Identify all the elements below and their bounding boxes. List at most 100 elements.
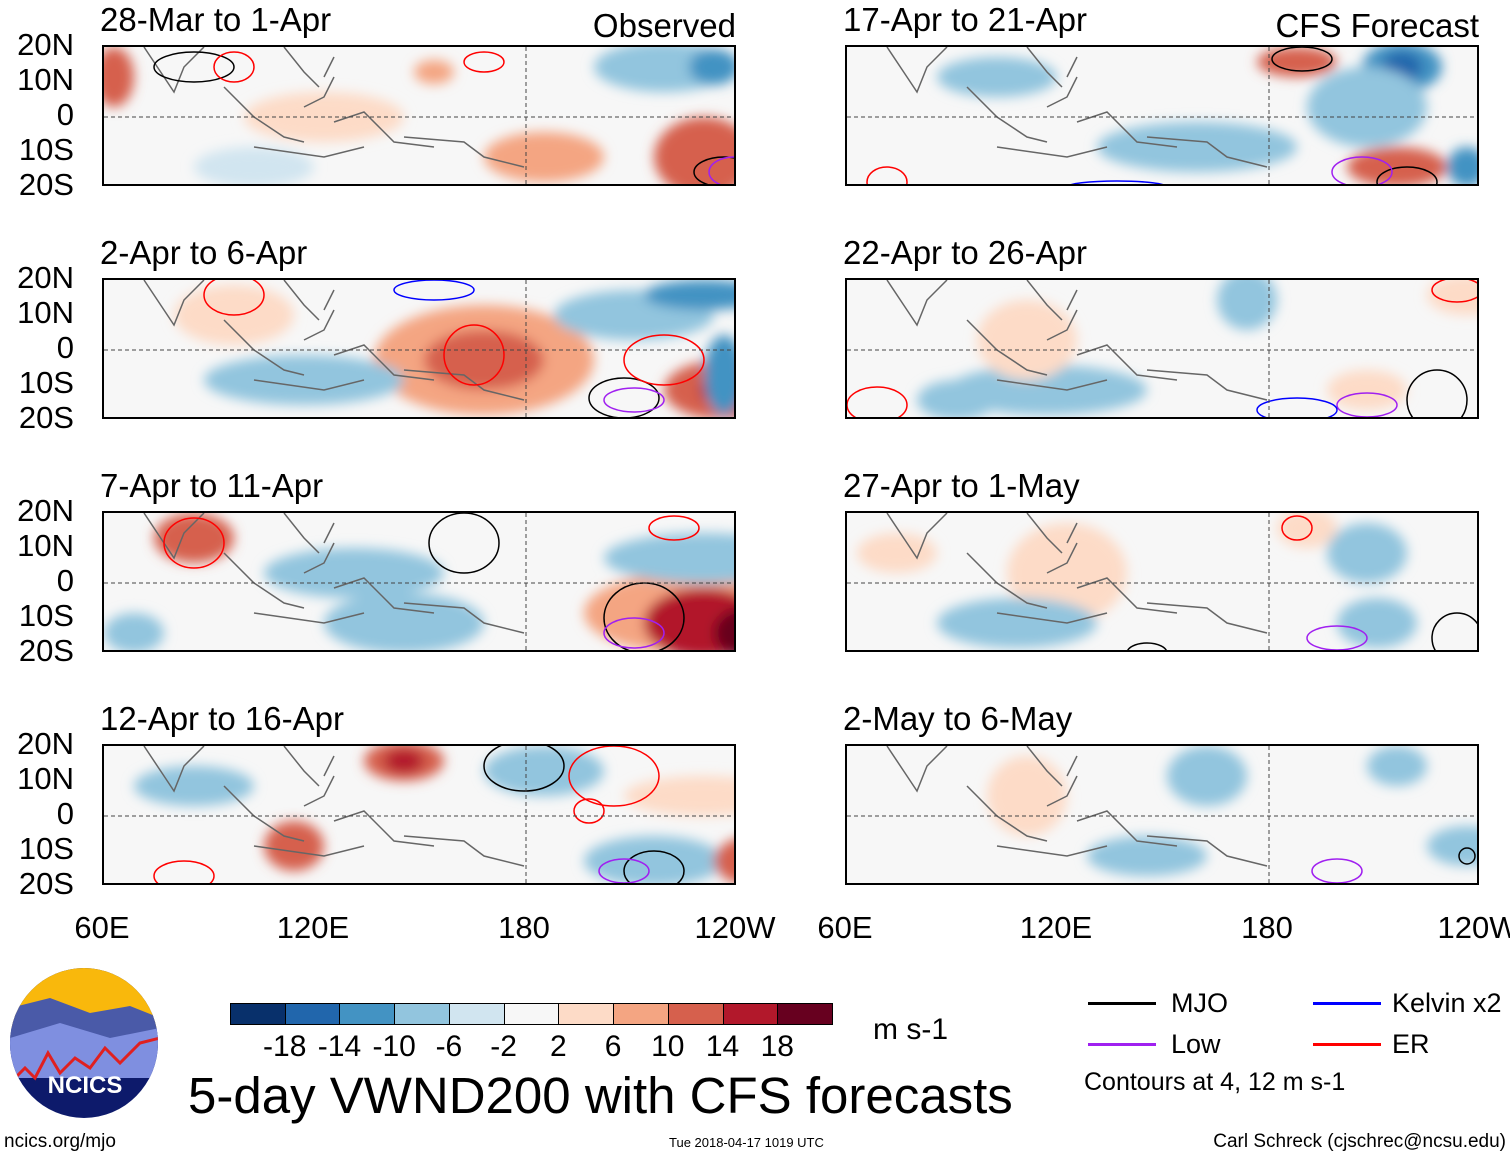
- lat-label: 0: [56, 563, 74, 598]
- anomaly-blob: [644, 280, 734, 310]
- anomaly-blob: [1367, 746, 1427, 786]
- map-panel: [845, 511, 1479, 652]
- colorbar-label: 14: [705, 1030, 740, 1063]
- lat-label: 20N: [17, 493, 74, 528]
- anomaly-blob: [1347, 147, 1447, 184]
- coastline: [886, 513, 1268, 634]
- lat-label: 20N: [17, 726, 74, 761]
- lon-label: 60E: [74, 910, 130, 945]
- lon-label: 180: [1241, 910, 1293, 945]
- lon-label: 180: [498, 910, 550, 945]
- contour: [428, 513, 500, 574]
- anomaly-blob: [654, 117, 734, 184]
- coastline: [143, 280, 525, 401]
- anomaly-blob: [414, 60, 454, 84]
- anomaly-blob: [264, 548, 444, 598]
- contour: [603, 387, 665, 413]
- panel-tag: Observed: [592, 7, 736, 44]
- lat-label: 20S: [18, 400, 74, 435]
- contour: [483, 746, 565, 792]
- contour: [443, 324, 505, 386]
- anomaly-blob: [1337, 598, 1417, 648]
- anomaly-blob: [104, 613, 164, 650]
- logo-text: NCICS: [48, 1072, 123, 1099]
- colorbar-label: -2: [490, 1030, 517, 1063]
- panel-title: 17-Apr to 21-Apr: [843, 1, 1087, 38]
- lat-label: 20N: [17, 27, 74, 62]
- contour: [1376, 166, 1438, 184]
- anomaly-blob: [624, 776, 734, 816]
- anomaly-blob: [947, 365, 1147, 415]
- anomaly-blob: [1327, 523, 1407, 583]
- lon-label: 120E: [276, 910, 350, 945]
- contour: [588, 377, 660, 417]
- anomaly-blob: [857, 533, 937, 573]
- anomaly-blob: [584, 836, 724, 883]
- lat-label: 10N: [17, 528, 74, 563]
- anomaly-blob: [1097, 122, 1297, 172]
- lat-label: 20S: [18, 633, 74, 668]
- contour: [603, 617, 665, 649]
- lon-label: 120E: [1019, 910, 1093, 945]
- colorbar-label: -18: [263, 1030, 307, 1063]
- colorbar-label: -10: [372, 1030, 416, 1063]
- panel-title: 12-Apr to 16-Apr: [100, 700, 344, 737]
- coastline: [886, 47, 1268, 168]
- colorbar-swatch: [613, 1003, 669, 1025]
- lat-label: 0: [56, 97, 74, 132]
- anomaly-blob: [104, 47, 134, 107]
- lon-label: 120W: [1437, 910, 1510, 945]
- contour: [1271, 47, 1333, 72]
- legend-low-line: [1088, 1043, 1156, 1046]
- contour: [1431, 280, 1477, 303]
- map-panel: [102, 45, 736, 186]
- contour: [463, 51, 505, 73]
- legend-er-line: [1313, 1043, 1381, 1046]
- contour: [213, 51, 255, 83]
- contour: [573, 798, 605, 824]
- contour: [163, 517, 225, 569]
- colorbar-swatch: [448, 1003, 505, 1025]
- anomaly-blob: [644, 588, 734, 650]
- lat-label: 10S: [18, 132, 74, 167]
- footer-url[interactable]: ncics.org/mjo: [4, 1131, 116, 1152]
- anomaly-blob: [714, 839, 734, 883]
- anomaly-blob: [704, 335, 734, 415]
- contour: [1406, 369, 1468, 417]
- lat-label: 0: [56, 796, 74, 831]
- anomaly-blob: [714, 609, 734, 650]
- panel-title: 27-Apr to 1-May: [843, 467, 1080, 504]
- contour: [1256, 397, 1338, 417]
- colorbar-swatch: [284, 1003, 341, 1025]
- legend-kelvin: Kelvin x2: [1392, 988, 1502, 1018]
- anomaly-blob: [987, 756, 1067, 836]
- panel-tag: CFS Forecast: [1275, 7, 1479, 44]
- lon-label: 60E: [817, 910, 873, 945]
- anomaly-blob: [1447, 147, 1477, 184]
- coastline: [143, 513, 525, 634]
- map-panel: [845, 278, 1479, 419]
- contour: [568, 746, 660, 807]
- anomaly-blob: [154, 513, 234, 563]
- colorbar-swatch: [777, 1003, 833, 1025]
- contour: [1431, 612, 1477, 650]
- ncics-logo: NCICS: [10, 968, 158, 1118]
- colorbar-swatch: [230, 1003, 286, 1025]
- colorbar-swatch: [667, 1003, 724, 1025]
- contour: [866, 166, 908, 184]
- legend-er: ER: [1392, 1029, 1430, 1059]
- colorbar-label: 2: [550, 1030, 567, 1063]
- contour: [708, 156, 734, 184]
- panel-title: 2-May to 6-May: [843, 700, 1073, 737]
- lat-label: 0: [56, 330, 74, 365]
- anomaly-blob: [937, 598, 1097, 648]
- map-panel: [102, 744, 736, 885]
- contour: [1331, 156, 1393, 184]
- legend-low: Low: [1171, 1029, 1221, 1059]
- contour: [598, 858, 650, 883]
- lat-label: 20N: [17, 260, 74, 295]
- coastline: [143, 746, 525, 867]
- anomaly-blob: [1427, 826, 1477, 866]
- lat-label: 10N: [17, 761, 74, 796]
- anomaly-blob: [484, 746, 604, 796]
